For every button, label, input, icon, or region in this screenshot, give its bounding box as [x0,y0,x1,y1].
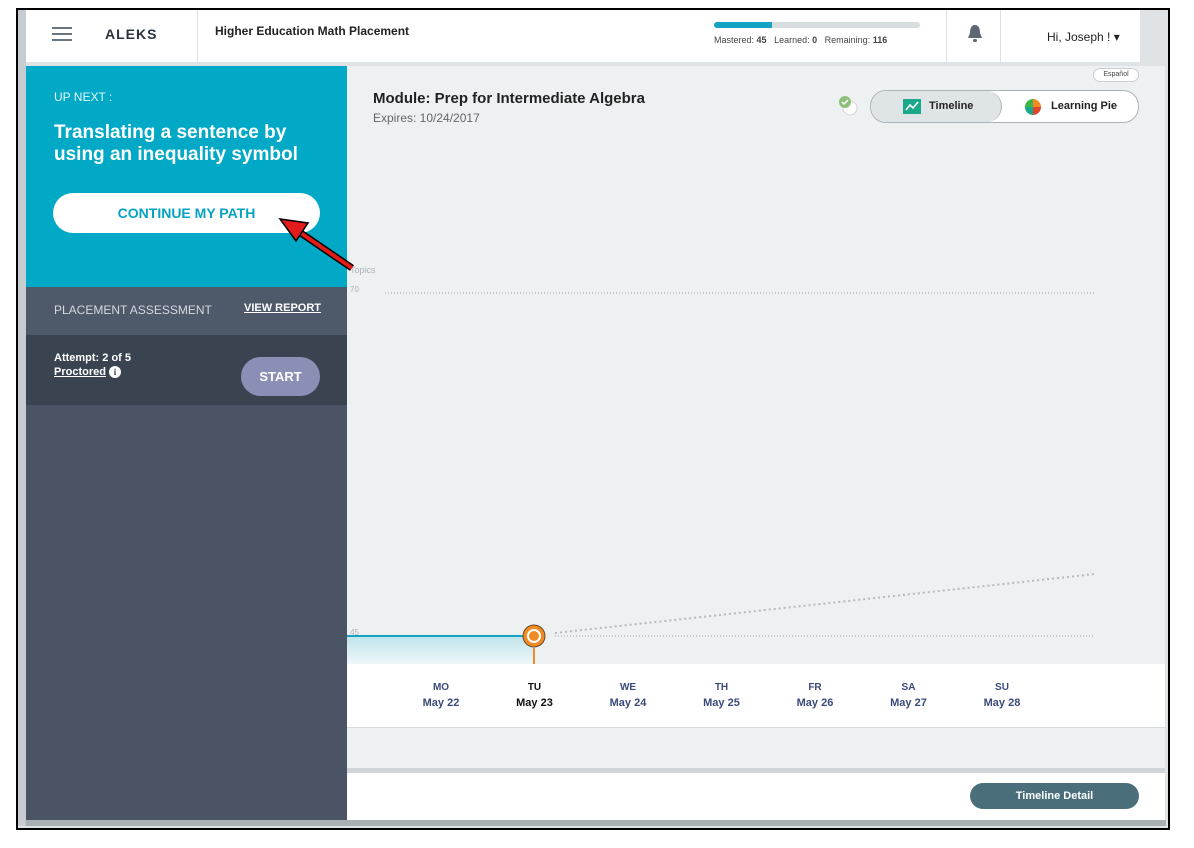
day-day: MO [432,682,450,693]
status-icon [839,96,858,116]
tab-label: Timeline [929,100,974,112]
projection-line [554,573,1096,634]
proctored: Proctored [54,366,106,378]
attempt-text: Attempt: 2 of 5 [54,352,131,364]
menu-icon[interactable] [52,27,72,41]
proctored-link[interactable]: Proctored i [54,366,122,378]
course-title: Higher Education Math Placement [215,24,410,38]
bottom-edge [26,820,1166,826]
language-button[interactable]: Español [1093,68,1139,82]
progress-bar [714,22,920,28]
day-day: FR [808,682,822,693]
day-date: May 22 [422,697,460,709]
day-date: May 24 [609,697,647,709]
label: Remaining: [824,35,871,45]
days-band [347,664,1165,728]
progress-fill [714,22,772,28]
day-day: TH [714,682,729,693]
bell-icon[interactable] [967,24,983,44]
label: Learned: [774,35,810,45]
divider [197,10,198,62]
label: Mastered: [714,35,755,45]
day-day: TU [527,682,542,693]
day-day: SA [901,682,916,693]
pie-icon [1025,99,1041,115]
day-date: May 28 [983,697,1021,709]
annotation-arrow [278,218,354,271]
day-date: May 25 [703,697,740,709]
tick-label: 45 [350,628,359,637]
module-title: Module: Prep for Intermediate Algebra [373,90,645,107]
timeline-chart: Topics 70 45 [347,265,1096,664]
value: 116 [872,35,888,45]
up-next-panel [26,66,347,287]
divider [1000,10,1001,62]
day-date: May 23 [516,697,553,709]
sidebar-fill [26,405,347,820]
value: 45 [756,35,767,45]
logo: ALEKS [105,26,158,42]
progress-area [347,636,534,664]
header [26,10,1140,62]
today-marker-ring [527,629,541,643]
today-marker [522,624,546,648]
view-report-link[interactable]: VIEW REPORT [244,302,322,314]
assessment-row [26,287,347,335]
up-next-label: UP NEXT : [54,90,113,104]
value: 0 [812,35,818,45]
start-button[interactable]: START [241,357,320,396]
tick-label: 70 [350,285,359,294]
tab-label[interactable]: Learning Pie [1051,100,1118,112]
user-menu[interactable]: Hi, Joseph ! ▾ [1047,30,1120,44]
day-day: WE [619,682,637,693]
day-date: May 26 [796,697,834,709]
progress-text: Mastered: 45 Learned: 0 Remaining: 116 [714,35,887,45]
axis-label: Topics [350,265,376,275]
day-date: May 27 [890,697,927,709]
separator [347,768,1165,773]
day-day: SU [995,682,1009,693]
timeline-detail-button[interactable]: Timeline Detail [970,783,1139,809]
tab-group: Timeline Learning Pie [870,90,1139,123]
divider [946,10,947,62]
expires: Expires: 10/24/2017 [373,111,480,125]
assessment-label: PLACEMENT ASSESSMENT [54,303,212,317]
tab-timeline[interactable]: Timeline [871,91,1002,122]
left-strip [18,10,26,826]
timeline-icon [903,99,921,114]
info-icon[interactable]: i [109,366,122,378]
greeting: Hi, Joseph ! [1047,30,1111,44]
topic-title: Translating a sentence by using an inequ… [54,122,298,165]
continue-button[interactable]: CONTINUE MY PATH [53,193,320,233]
